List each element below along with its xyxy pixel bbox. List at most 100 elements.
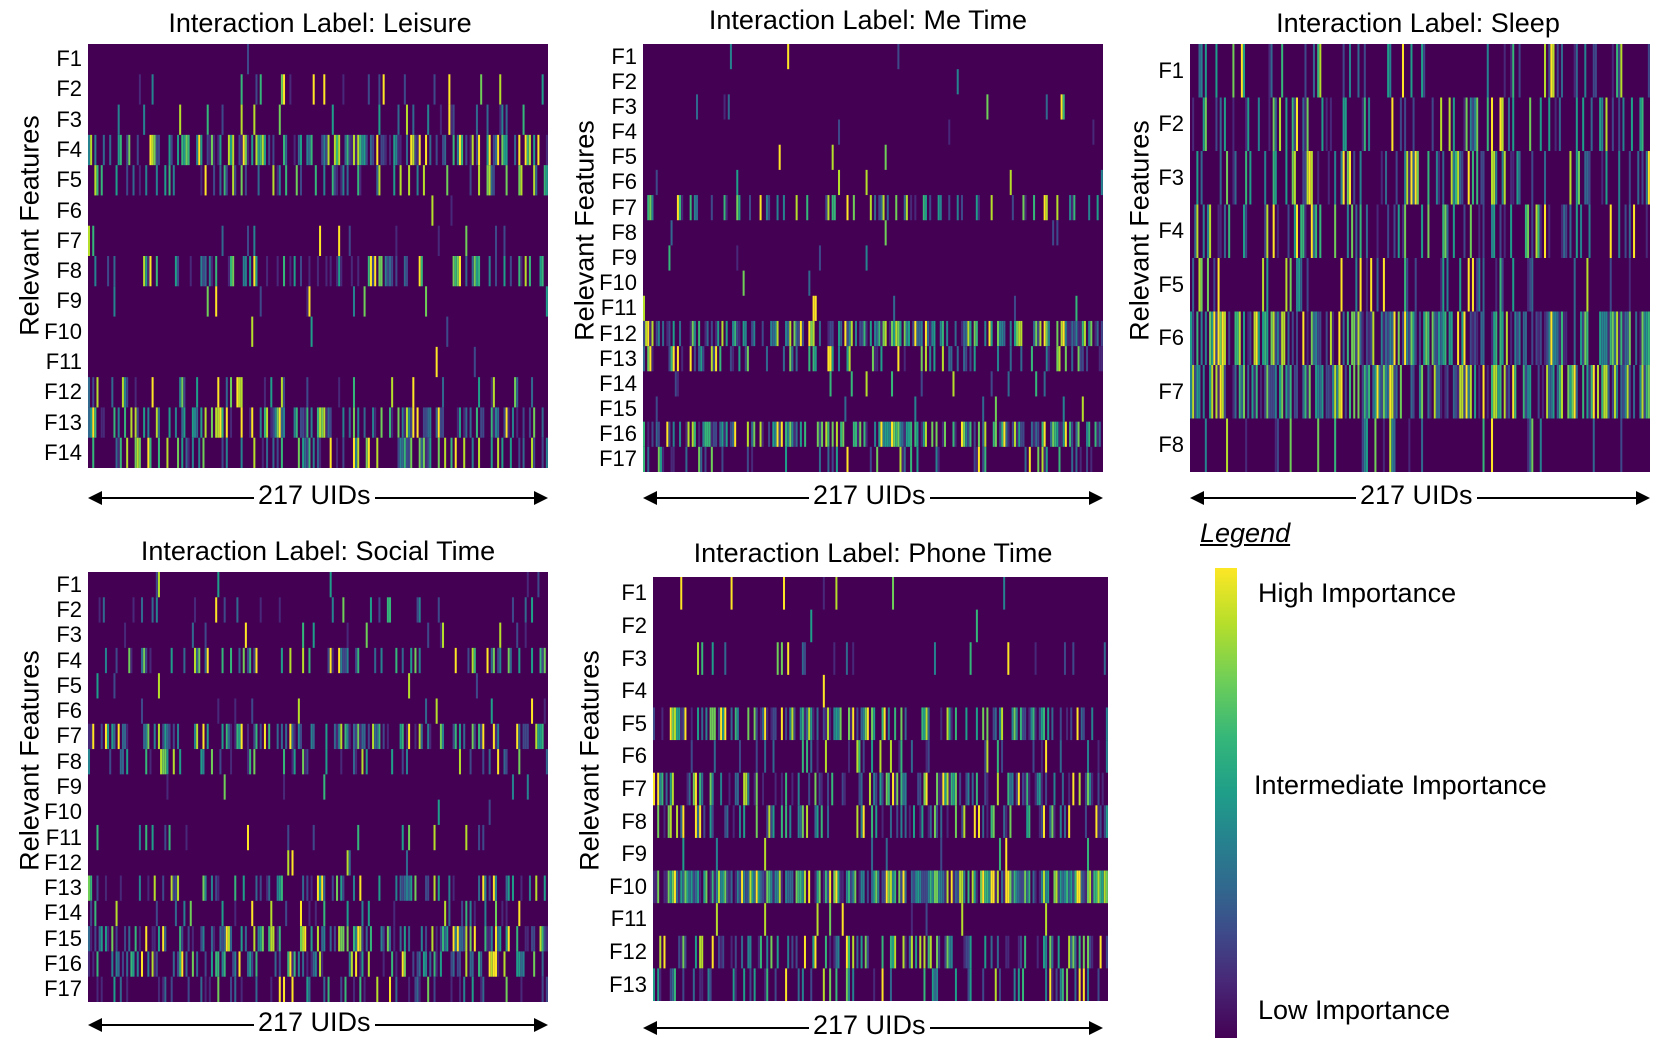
heatmap-cell [497,926,500,952]
heatmap-grid [1190,44,1650,472]
heatmap-cell [1060,320,1063,347]
heatmap-cell [1033,421,1036,447]
heatmap-cell [787,870,790,904]
heatmap-cell [187,976,190,1002]
heatmap-cell [762,772,765,806]
heatmap-cell [162,926,165,952]
heatmap-cell [189,900,192,927]
heatmap-cell [405,104,408,135]
heatmap-cell [88,723,91,750]
heatmap-cell [690,870,693,904]
heatmap-cell [875,772,878,806]
heatmap-cell [240,377,243,408]
heatmap-cell [1035,421,1038,447]
heatmap-cell [774,870,777,904]
heatmap-cell [1022,707,1025,741]
heatmap-cell [412,104,415,135]
heatmap-cell [900,870,903,904]
heatmap-cell [881,935,884,969]
heatmap-cell [92,951,95,977]
heatmap-cell [151,824,154,851]
heatmap-cell [1556,365,1559,419]
heatmap-cell [699,968,702,1001]
heatmap-cell [492,407,495,438]
heatmap-cell [1072,870,1075,904]
heatmap-cell [1058,346,1061,372]
heatmap-cell [1063,642,1066,675]
heatmap-cell [422,165,425,196]
heatmap-cell [799,870,802,904]
heatmap-cell [1613,365,1616,419]
heatmap-cell [708,421,711,447]
heatmap-cell [1592,365,1595,419]
heatmap-cell [730,577,733,610]
heatmap-cell [1204,418,1207,472]
heatmap-cell [1457,151,1460,205]
heatmap-cell [524,723,527,750]
heatmap-cell [1103,642,1106,675]
heatmap-cell [338,647,341,674]
heatmap-cell [818,245,821,271]
heatmap-cell [1516,311,1519,365]
heatmap-cell [1051,935,1054,969]
heatmap-cell [454,437,457,468]
heatmap-cell [486,926,489,952]
heatmap-cell [92,377,95,408]
heatmap-cell [270,377,273,408]
heatmap-cell [1491,311,1494,365]
heatmap-cell [1062,320,1065,347]
heatmap-cell [925,903,928,936]
heatmap-cell [429,951,432,977]
heatmap-cell [405,875,408,901]
heatmap-cell [482,976,485,1002]
heatmap-cell [1438,151,1441,205]
heatmap-cell [200,165,203,196]
heatmap-cell [857,421,860,447]
heatmap-cell [1103,805,1106,838]
heatmap-cell [189,256,192,287]
heatmap-cell [405,407,408,438]
heatmap-cell [897,421,900,447]
heatmap-cell [1196,204,1199,258]
heatmap-cell [1395,365,1398,419]
heatmap-cell [1512,151,1515,205]
y-tick-label: F1 [56,571,82,597]
heatmap-cell [1427,204,1430,258]
heatmap-cell [293,134,296,166]
heatmap-cell [971,870,974,904]
heatmap-cell [124,926,127,952]
heatmap-cell [913,870,915,904]
heatmap-cell [289,723,292,750]
heatmap-cell [365,926,368,952]
heatmap-cell [793,421,796,447]
heatmap-cell [1022,772,1025,806]
heatmap-cell [984,740,987,773]
heatmap-cell [1209,365,1212,419]
heatmap-cell [671,707,674,741]
heatmap-cell [340,875,343,901]
heatmap-cell [661,707,664,741]
heatmap-cell [755,740,758,773]
heatmap-cell [1300,258,1303,312]
heatmap-cell [234,723,237,750]
heatmap-cell [1471,97,1474,151]
heatmap-cell [782,346,785,372]
heatmap-cell [308,286,311,317]
heatmap-cell [90,875,93,901]
heatmap-cell [827,870,830,904]
heatmap-cell [840,320,843,347]
heatmap-cell [1030,346,1033,372]
heatmap-cell [1103,870,1106,904]
heatmap-cell [524,134,527,166]
heatmap-cell [1003,320,1006,347]
heatmap-cell [954,870,957,904]
heatmap-cell [892,577,895,610]
y-tick-label: F5 [621,710,647,736]
heatmap-cell [454,723,457,750]
heatmap-cell [518,165,521,196]
heatmap-cell [1414,311,1417,365]
heatmap-cell [1433,365,1436,419]
heatmap-cell [936,772,939,806]
heatmap-cell [869,320,872,347]
heatmap-cell [359,134,362,166]
